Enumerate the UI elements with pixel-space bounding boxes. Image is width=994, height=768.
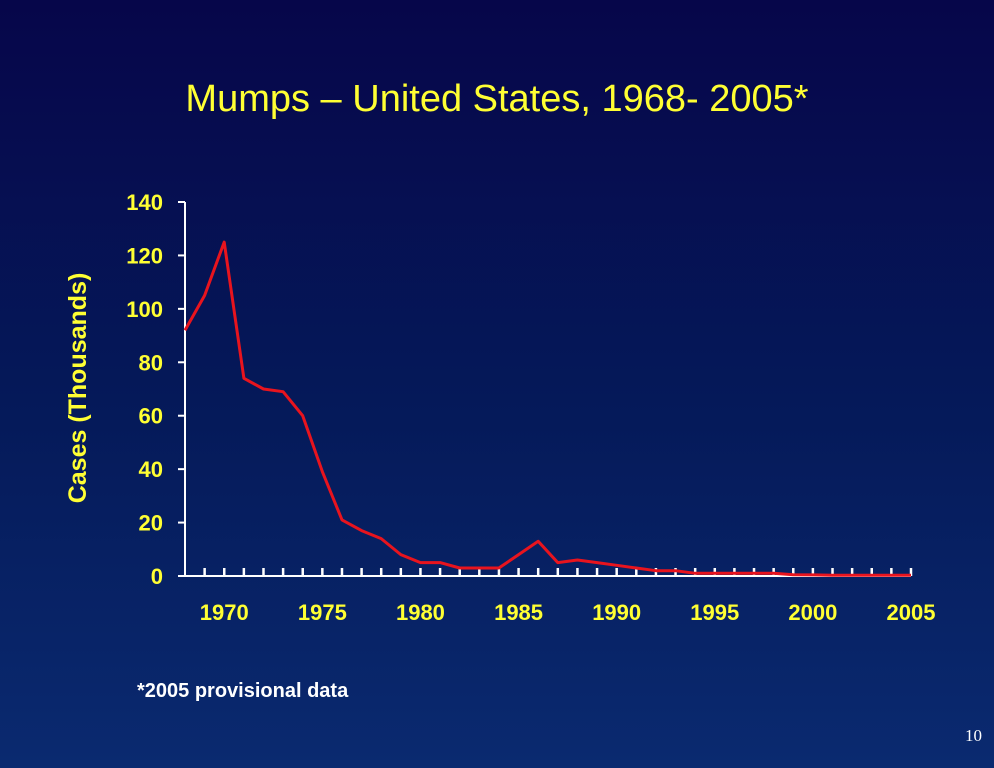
x-tick-label: 1970 — [200, 600, 249, 625]
y-tick-label: 100 — [126, 297, 163, 322]
mumps-cases-series-line — [183, 240, 911, 577]
footnote: *2005 provisional data — [137, 680, 349, 702]
slide-title: Mumps – United States, 1968- 2005* — [185, 78, 809, 120]
y-tick-label: 20 — [139, 511, 163, 536]
page-number: 10 — [965, 726, 982, 745]
y-axis-label: Cases (Thousands) — [64, 273, 92, 504]
y-tick-label: 140 — [126, 190, 163, 215]
x-tick-label: 2000 — [788, 600, 837, 625]
y-tick-label: 80 — [139, 350, 163, 375]
x-axis: 1970 1975 1980 1985 1990 1995 2000 2005 — [185, 568, 935, 625]
x-tick-label: 1980 — [396, 600, 445, 625]
y-tick-label: 0 — [151, 564, 163, 589]
x-tick-label: 1985 — [494, 600, 543, 625]
y-tick-label: 120 — [126, 243, 163, 268]
y-tick-label: 40 — [139, 457, 163, 482]
y-tick-label: 60 — [139, 404, 163, 429]
x-tick-label: 2005 — [887, 600, 936, 625]
x-tick-label: 1990 — [592, 600, 641, 625]
x-tick-label: 1995 — [690, 600, 739, 625]
series-layer — [183, 240, 911, 577]
y-axis: 0 20 40 60 80 100 120 140 — [126, 190, 186, 589]
x-tick-label: 1975 — [298, 600, 347, 625]
